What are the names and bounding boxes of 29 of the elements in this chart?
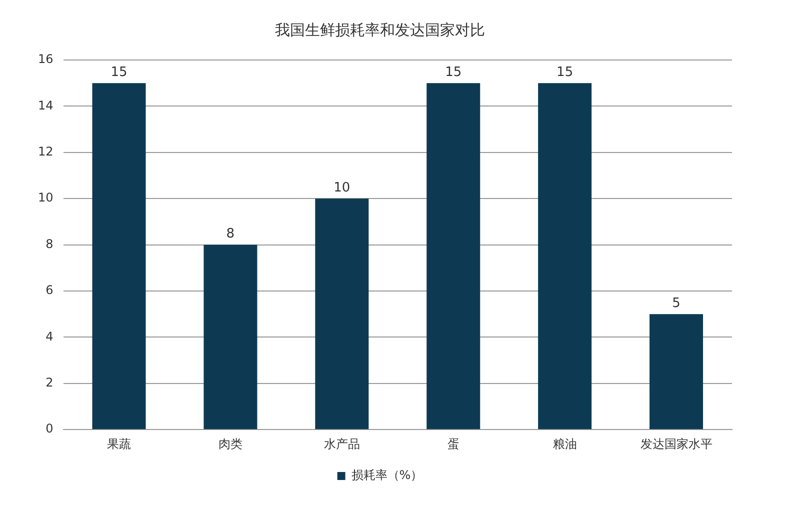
y-tick-label: 10: [38, 190, 54, 205]
bar: [92, 83, 146, 430]
y-tick-label: 14: [38, 98, 54, 112]
data-label: 5: [672, 296, 680, 311]
y-tick-label: 4: [46, 329, 54, 344]
x-tick-label: 粮油: [552, 436, 577, 451]
chart-title: 我国生鲜损耗率和发达国家对比: [275, 20, 485, 39]
y-tick-label: 6: [46, 283, 54, 298]
data-label: 15: [110, 64, 128, 80]
bar: [538, 83, 592, 430]
y-tick-label: 2: [46, 376, 54, 390]
bar: [204, 244, 258, 430]
data-label: 15: [445, 64, 462, 80]
x-tick-label: 肉类: [218, 436, 242, 451]
y-tick-label: 16: [38, 52, 54, 66]
y-tick-label: 0: [46, 422, 54, 436]
y-tick-label: 12: [38, 144, 54, 159]
x-tick-label: 发达国家水平: [640, 436, 712, 451]
x-tick-label: 水产品: [324, 436, 360, 451]
x-tick-label: 蛋: [447, 436, 460, 451]
legend-label: 损耗率（%）: [351, 468, 423, 482]
bar: [650, 314, 704, 430]
bar: [315, 198, 369, 430]
bar: [426, 83, 480, 430]
x-tick-label: 果蔬: [106, 436, 131, 451]
data-label: 15: [556, 64, 574, 80]
y-tick-label: 8: [46, 236, 54, 251]
data-label: 8: [226, 226, 235, 242]
data-label: 10: [334, 180, 350, 196]
